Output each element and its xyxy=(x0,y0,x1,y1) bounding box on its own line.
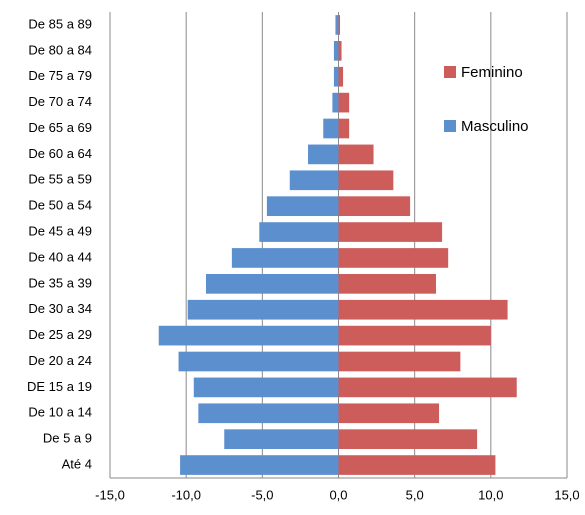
bar xyxy=(338,40,342,61)
bar xyxy=(338,144,374,165)
bar xyxy=(266,196,339,217)
bar xyxy=(338,429,478,450)
bar xyxy=(338,118,350,139)
y-tick-label: De 5 a 9 xyxy=(43,431,92,446)
bar xyxy=(224,429,339,450)
bar xyxy=(338,273,436,294)
bar xyxy=(338,66,344,87)
bar xyxy=(333,66,339,87)
bar xyxy=(289,170,339,191)
bar xyxy=(193,377,339,398)
legend-swatch xyxy=(444,120,456,132)
y-tick-label: De 85 a 89 xyxy=(28,16,92,31)
bar xyxy=(180,455,339,475)
x-tick-label: 0,0 xyxy=(329,487,347,502)
y-tick-label: De 10 a 14 xyxy=(28,405,92,420)
bar xyxy=(338,92,350,113)
bar xyxy=(323,118,339,139)
x-tick-label: -5,0 xyxy=(251,487,273,502)
x-tick-label: 15,0 xyxy=(554,487,579,502)
bar xyxy=(308,144,339,165)
bar xyxy=(338,325,491,346)
bar xyxy=(338,299,508,320)
legend-label: Feminino xyxy=(461,64,523,81)
y-tick-label: DE 15 a 19 xyxy=(27,379,92,394)
y-tick-label: De 20 a 24 xyxy=(28,353,92,368)
legend-label: Masculino xyxy=(461,118,529,135)
bar xyxy=(158,325,339,346)
bar xyxy=(338,15,341,35)
x-tick-label: 10,0 xyxy=(478,487,503,502)
bar xyxy=(332,92,339,113)
y-tick-label: Até 4 xyxy=(62,456,92,471)
bar xyxy=(338,170,394,191)
bar xyxy=(198,403,339,424)
y-tick-label: De 75 a 79 xyxy=(28,68,92,83)
legend-swatch xyxy=(444,66,456,78)
bar xyxy=(335,15,339,35)
bar xyxy=(205,273,339,294)
y-tick-label: De 40 a 44 xyxy=(28,249,92,264)
x-tick-label: -10,0 xyxy=(171,487,201,502)
bar xyxy=(338,377,517,398)
bar xyxy=(338,222,443,242)
bar xyxy=(338,196,411,217)
bar xyxy=(338,403,440,424)
bar xyxy=(333,40,339,61)
bar xyxy=(338,248,449,268)
bar xyxy=(231,248,339,268)
y-tick-label: De 60 a 64 xyxy=(28,146,92,161)
y-tick-label: De 35 a 39 xyxy=(28,275,92,290)
bar xyxy=(178,351,339,372)
bar xyxy=(338,351,461,372)
y-tick-label: De 45 a 49 xyxy=(28,223,92,238)
y-tick-label: De 65 a 69 xyxy=(28,120,92,135)
bar xyxy=(187,299,339,320)
x-tick-label: 5,0 xyxy=(406,487,424,502)
y-tick-label: De 70 a 74 xyxy=(28,94,92,109)
y-tick-label: De 50 a 54 xyxy=(28,198,92,213)
bar xyxy=(338,455,496,475)
y-tick-label: De 80 a 84 xyxy=(28,42,92,57)
x-tick-label: -15,0 xyxy=(95,487,125,502)
y-tick-label: De 25 a 29 xyxy=(28,327,92,342)
y-tick-label: De 55 a 59 xyxy=(28,172,92,187)
bar xyxy=(259,222,339,242)
y-tick-label: De 30 a 34 xyxy=(28,301,92,316)
